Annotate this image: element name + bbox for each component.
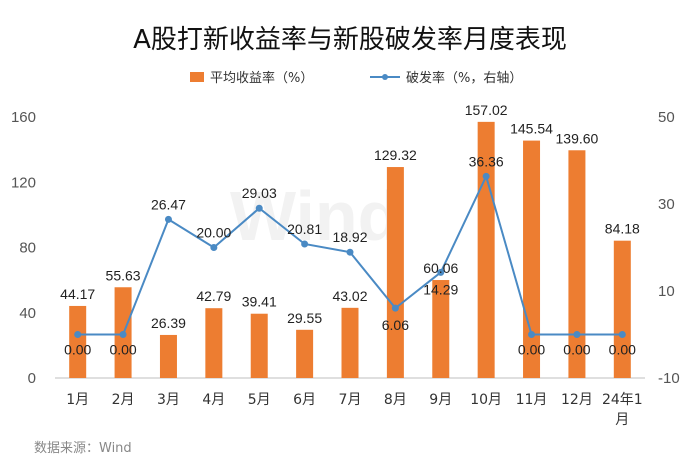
- line-point: [346, 248, 354, 256]
- watermark: Wind: [230, 177, 400, 255]
- bar-value-label: 43.02: [332, 288, 367, 304]
- bar-value-label: 60.06: [423, 260, 458, 276]
- x-tick-label: 3月: [157, 392, 180, 408]
- line-point: [210, 244, 218, 251]
- left-tick-label: 40: [19, 305, 36, 322]
- bar: [613, 240, 631, 378]
- line-value-label: 6.06: [382, 317, 409, 333]
- x-tick-label: 9月: [429, 392, 452, 408]
- legend-bar-swatch: [190, 72, 204, 82]
- line-point: [301, 240, 309, 248]
- bar: [250, 313, 268, 378]
- line-point: [482, 172, 490, 180]
- x-tick-label: 12月: [561, 392, 593, 408]
- line-value-label: 36.36: [469, 153, 504, 169]
- bar-value-label: 29.55: [287, 310, 322, 326]
- bar-value-label: 157.02: [465, 102, 508, 118]
- line-point: [74, 331, 82, 338]
- right-tick-label: 10: [658, 283, 675, 300]
- legend-line-marker: [382, 74, 388, 80]
- left-tick-label: 0: [28, 370, 36, 387]
- line-value-label: 0.00: [518, 342, 545, 358]
- line-point: [164, 215, 172, 223]
- line-value-label: 20.00: [196, 225, 231, 241]
- bar: [159, 334, 177, 378]
- legend-bar-label: 平均收益率（%）: [210, 70, 313, 86]
- bar-value-label: 129.32: [374, 147, 417, 163]
- x-tick-label: 10月: [470, 392, 502, 408]
- line-value-label: 14.29: [423, 281, 458, 297]
- x-tick-label-wrap: 月: [615, 412, 629, 428]
- bar: [386, 167, 404, 378]
- line-value-label: 0.00: [609, 342, 636, 358]
- line-point: [437, 268, 445, 276]
- x-tick-label: 6月: [293, 392, 316, 408]
- axes: 0 40 80 120 160 -10 10 30 50 1月 2月 3月 4月 5月 6月 7月 8月 9月 10…: [11, 109, 680, 428]
- x-tick-label: 5月: [248, 392, 271, 408]
- chart-title: A股打新收益率与新股破发率月度表现: [133, 25, 567, 55]
- line-series: [74, 172, 626, 338]
- bar-value-label: 44.17: [60, 286, 95, 302]
- x-tick-label: 11月: [516, 392, 548, 408]
- right-tick-label: 30: [658, 196, 675, 213]
- legend: 平均收益率（%） 破发率（%，右轴）: [190, 70, 522, 86]
- line-value-label: 26.47: [151, 196, 186, 212]
- bar: [296, 329, 314, 378]
- x-tick-label: 1月: [66, 392, 89, 408]
- right-tick-label: -10: [658, 370, 680, 387]
- x-tick-label: 7月: [339, 392, 362, 408]
- bar-value-label: 39.41: [242, 294, 277, 310]
- line-point: [119, 331, 127, 338]
- bar-value-label: 145.54: [510, 121, 553, 137]
- line-point: [528, 331, 536, 338]
- line-point: [391, 304, 399, 312]
- bar: [568, 150, 586, 378]
- left-tick-label: 120: [11, 174, 36, 191]
- source-note: 数据来源：Wind: [34, 441, 132, 456]
- line-point: [618, 331, 626, 338]
- line-value-label: 0.00: [109, 342, 136, 358]
- bar-value-label: 26.39: [151, 315, 186, 331]
- left-tick-label: 80: [19, 240, 36, 257]
- line-value-label: 20.81: [287, 221, 322, 237]
- legend-line-label: 破发率（%，右轴）: [406, 70, 522, 86]
- bar-value-label: 55.63: [106, 267, 141, 283]
- line-value-label: 0.00: [563, 342, 590, 358]
- x-tick-label: 8月: [384, 392, 407, 408]
- bar-value-label: 42.79: [196, 288, 231, 304]
- bar: [341, 307, 359, 378]
- right-tick-label: 50: [658, 109, 675, 126]
- line-point: [255, 204, 263, 212]
- bar: [69, 305, 87, 378]
- x-tick-label: 24年1: [602, 392, 643, 408]
- left-tick-label: 160: [11, 109, 36, 126]
- line-value-label: 18.92: [332, 229, 367, 245]
- data-labels: 44.17 55.63 26.39 42.79 39.41 29.55 43.02 129.3…: [60, 102, 640, 358]
- bar-value-label: 84.18: [605, 221, 640, 237]
- line-point: [573, 331, 581, 338]
- bar: [205, 308, 223, 378]
- bar-value-label: 139.60: [556, 130, 599, 146]
- x-tick-label: 2月: [112, 392, 135, 408]
- line-value-label: 0.00: [64, 342, 91, 358]
- bar: [432, 280, 450, 378]
- x-tick-label: 4月: [202, 392, 225, 408]
- line-value-label: 29.03: [242, 185, 277, 201]
